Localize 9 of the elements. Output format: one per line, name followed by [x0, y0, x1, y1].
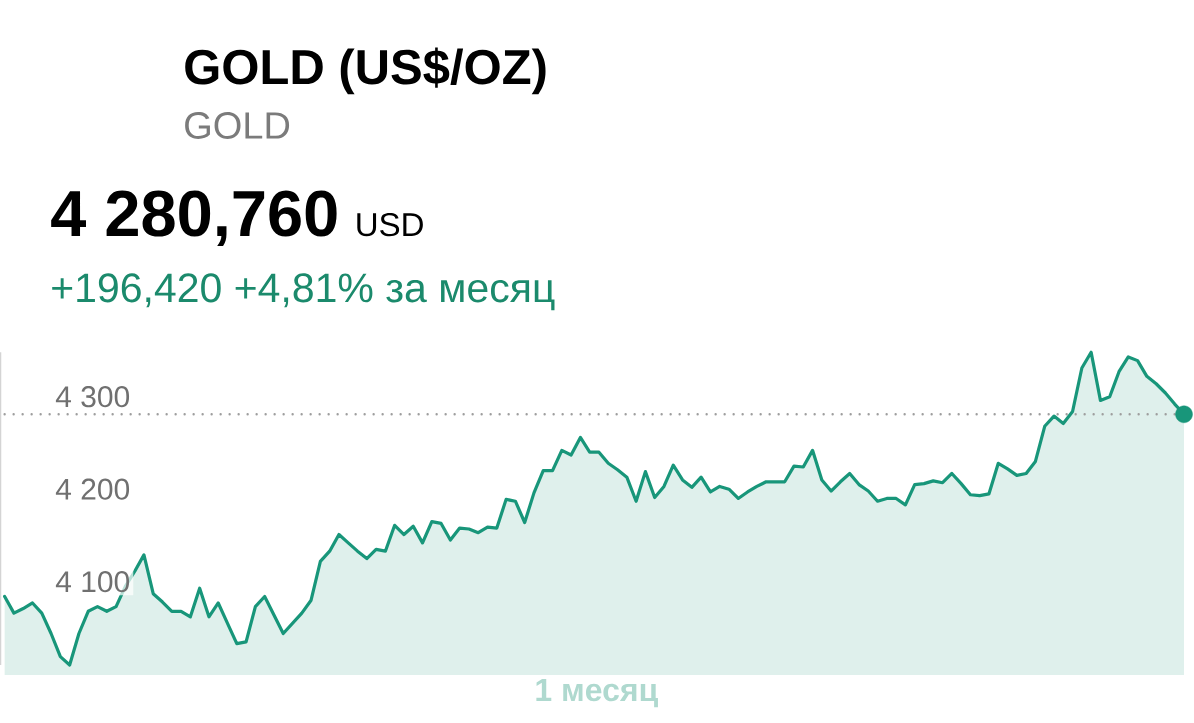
y-tick-label: 4 200	[55, 478, 130, 500]
text: USD	[357, 212, 423, 237]
text: +196,420 +4,81% за месяц	[52, 273, 555, 311]
y-tick-label: 4 100	[55, 571, 130, 593]
text: 4 280,760	[51, 190, 337, 247]
x-axis-title: 1 месяц	[536, 678, 658, 708]
y-tick-label: 4 300	[55, 386, 130, 408]
chart-title: GOLD (US$/OZ)	[185, 47, 546, 95]
chart-subtitle: GOLD	[185, 112, 290, 139]
